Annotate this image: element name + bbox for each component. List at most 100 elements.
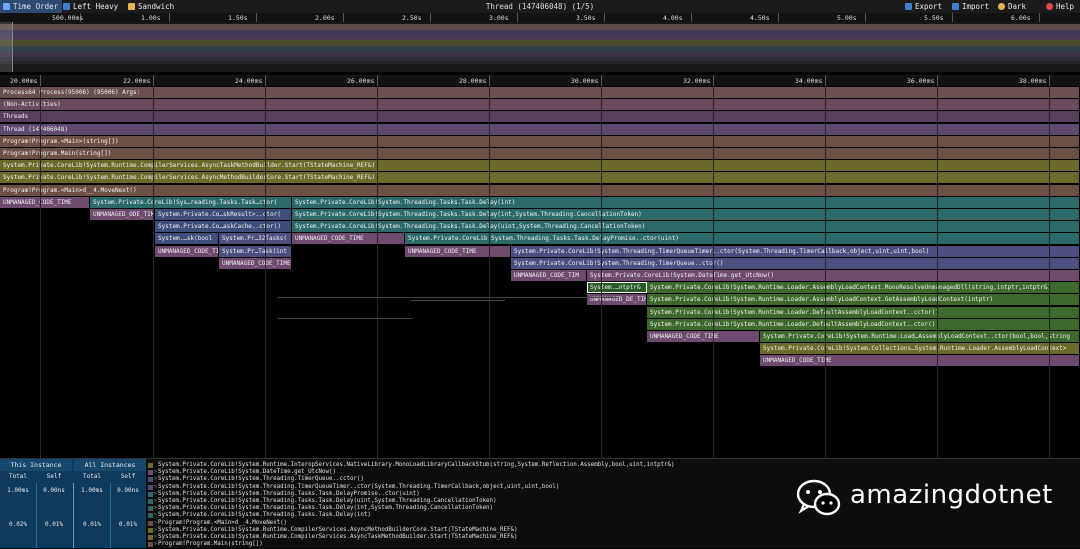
flame-frame[interactable]: Program!Program.<Main>(string[]) — [0, 135, 1080, 147]
detail-tick-label: 32.00ms — [683, 77, 711, 85]
stack-item[interactable]: > System.Private.CoreLib!System.Threading… — [148, 505, 494, 513]
minimap-tick-label: 6.00s — [1011, 14, 1031, 22]
minimap-tick — [1039, 13, 1040, 22]
flame-frame[interactable]: UNMANAGED_CODE_TIME — [292, 233, 405, 245]
flame-frame[interactable]: System.Private.CoreLib!System.Runtime.Lo… — [647, 282, 1080, 294]
details-panel: This Instance All Instances Total Self T… — [0, 458, 1080, 548]
minimap-tick — [517, 13, 518, 22]
stack-item[interactable]: > System.Private.CoreLib!System.Threading… — [148, 476, 364, 484]
import-button[interactable]: Import — [952, 0, 989, 13]
detail-tick-label: 38.00ms — [1019, 77, 1047, 85]
detail-tick-label: 30.00ms — [571, 77, 599, 85]
flame-frame[interactable]: UNMANAGED_CODE_TIME — [647, 331, 760, 342]
flame-frame[interactable]: System.Private.CoreLib!Sys…reading.Tasks… — [90, 196, 292, 208]
minimap-tick — [169, 13, 170, 22]
flame-frame[interactable]: System.Private.CoreLib!System.Threading.… — [292, 221, 1080, 233]
flame-frame[interactable]: UNMANAGED_CODE_TIME — [0, 196, 90, 208]
minimap-tick-label: 4.50s — [750, 14, 770, 22]
stack-item[interactable]: > System.Private.CoreLib!System.Threading… — [148, 491, 420, 499]
flame-frame[interactable]: Program!Program.Main(string[]) — [0, 148, 1080, 159]
flame-frame[interactable]: System.Pr…Task(int — [219, 245, 292, 257]
minimap-selection[interactable] — [0, 22, 13, 72]
stack-item[interactable]: > System.Private.CoreLib!System.DateTime.… — [148, 469, 336, 477]
flame-frame[interactable]: System.Private.CoreLib!System.Runtime.Co… — [0, 172, 1080, 184]
sandwich-icon — [128, 3, 135, 10]
minimap-tick-label: 4.00s — [663, 14, 683, 22]
flame-frame[interactable]: Process64 Process(95006) (95006) Args: — [0, 87, 1080, 98]
flame-frame[interactable]: System.…sk(bool — [155, 233, 219, 245]
dark-toggle[interactable]: Dark — [998, 0, 1026, 13]
stack-item[interactable]: > System.Private.CoreLib!System.Threading… — [148, 512, 371, 520]
flame-frame[interactable]: System.Private.Co…askCache..ctor() — [155, 221, 292, 233]
flame-frame[interactable]: System.Private.CoreLib!System.Threading.… — [405, 233, 1080, 245]
flame-frame[interactable]: System.Pr…32Tasks( — [219, 233, 292, 245]
detail-tick-label: 26.00ms — [347, 77, 375, 85]
stack-item[interactable]: > Program!Program.<Main>d__4.MoveNext() — [148, 520, 287, 528]
self-pct: 0.01% — [44, 521, 64, 528]
export-button[interactable]: Export — [905, 0, 942, 13]
flame-frame[interactable]: Program!Program.<Main>d__4.MoveNext() — [0, 184, 1080, 196]
color-swatch — [148, 513, 153, 519]
thread-selector[interactable]: Thread (147406048) (1/5) — [485, 2, 595, 11]
minimap-tick — [952, 13, 953, 22]
flame-frame[interactable]: UNMANAGED_CODE_TIME — [405, 245, 511, 257]
stack-item[interactable]: > System.Private.CoreLib!System.Runtime.C… — [148, 534, 518, 542]
flame-frame[interactable]: System.Private.CoreLib!System.Runtime.Co… — [0, 160, 1080, 172]
minimap-tick — [604, 13, 605, 22]
total-header: Total — [8, 473, 28, 480]
flame-frame[interactable]: System.Private.Co…skResult>..ctor( — [155, 209, 292, 220]
flame-frame[interactable]: Thread (147406048) — [0, 123, 1080, 135]
help-button[interactable]: Help — [1046, 0, 1074, 13]
minimap[interactable] — [0, 22, 1080, 72]
stack-item[interactable]: > System.Private.CoreLib!System.Runtime.C… — [148, 527, 517, 535]
stack-item[interactable]: > System.Private.CoreLib!System.Threading… — [148, 498, 497, 506]
expand-icon: > — [154, 534, 158, 540]
flame-frame[interactable]: UNMANAGED_DE_TIM — [587, 294, 647, 306]
flame-frame[interactable]: UNMANAGED_CODE_TIME — [760, 355, 1080, 367]
flame-frame[interactable]: System.Private.CoreLib!System.Collection… — [760, 343, 1080, 355]
flame-frame[interactable]: System.Private.CoreLib!System.Threading.… — [511, 245, 1080, 257]
flame-frame[interactable]: System.Private.CoreLib!System.Threading.… — [292, 209, 1080, 220]
flame-frame[interactable]: UNMANAGED_CODE_TIM — [155, 245, 219, 257]
stack-item[interactable]: System.Private.CoreLib!System.Runtime.In… — [148, 462, 675, 470]
flame-frame[interactable]: UNMANAGED_CODE_TIME — [219, 257, 292, 269]
flame-frame[interactable]: System.Private.CoreLib!System.Threading.… — [292, 196, 1080, 208]
tab-left-heavy[interactable]: Left Heavy — [63, 0, 118, 13]
flame-frame[interactable]: System.Private.CoreLib!System.DateTime.g… — [587, 270, 1080, 281]
watermark: amazingdotnet — [796, 478, 1052, 518]
stack-item-label: System.Private.CoreLib!System.Threading.… — [158, 505, 494, 512]
stack-item-label: System.Private.CoreLib!System.Threading.… — [158, 512, 371, 519]
detail-ruler: 20.00ms 22.00ms 24.00ms 26.00ms 28.00ms 30.00… — [0, 75, 1080, 86]
stack-item-label: System.Private.CoreLib!System.DateTime.g… — [158, 469, 336, 476]
flame-frame[interactable]: System.Private.CoreLib!System.Runtime.Lo… — [647, 306, 1080, 318]
stack-item[interactable]: > System.Private.CoreLib!System.Threading… — [148, 484, 559, 492]
tab-time-order[interactable]: Time Order — [0, 0, 63, 13]
flame-frame[interactable]: System.Private.CoreLib!System.Runtime.Lo… — [647, 294, 1080, 306]
flame-frame[interactable]: System.Private.CoreLib!System.Threading.… — [511, 257, 1080, 269]
tab-sandwich[interactable]: Sandwich — [128, 0, 174, 13]
minimap-tick-label: 2.00s — [315, 14, 335, 22]
minimap-ruler: 500.00ms 1.00s 1.50s 2.00s 2.50s 3.00s 3.50s 4.… — [0, 13, 1080, 22]
stack-item-label: System.Private.CoreLib!System.Threading.… — [158, 498, 497, 504]
detail-tick — [713, 75, 714, 86]
stack-item-label: System.Private.CoreLib!System.Runtime.Co… — [158, 534, 518, 540]
flame-frame[interactable]: System.Private.CoreLib!System.Runtime.Lo… — [760, 331, 1080, 342]
toolbar: Time Order Left Heavy Sandwich Thread (1… — [0, 0, 1080, 14]
stack-item[interactable]: > Program!Program.Main(string[]) — [148, 541, 263, 549]
expand-icon: > — [154, 483, 158, 490]
minimap-tick — [80, 13, 81, 22]
flame-frame[interactable]: Threads — [0, 111, 1080, 123]
import-icon — [952, 3, 959, 10]
minimap-tick-label: 5.50s — [924, 14, 944, 22]
color-swatch — [148, 499, 153, 504]
color-swatch — [148, 535, 153, 540]
all-self-header: Self — [120, 473, 136, 480]
minimap-tick — [343, 13, 344, 22]
color-swatch — [148, 506, 153, 512]
flame-frame[interactable]: System.…ntptr& — [587, 282, 647, 294]
flame-frame[interactable]: UNMANAGED_ODE_TIM — [90, 209, 155, 220]
all-total-header: Total — [82, 473, 102, 480]
flame-frame[interactable]: (Non-Activities) — [0, 99, 1080, 111]
flame-frame[interactable]: UNMANAGED_CODE_TIM — [511, 270, 587, 281]
flame-frame[interactable]: System.Private.CoreLib!System.Runtime.Lo… — [647, 318, 1080, 330]
